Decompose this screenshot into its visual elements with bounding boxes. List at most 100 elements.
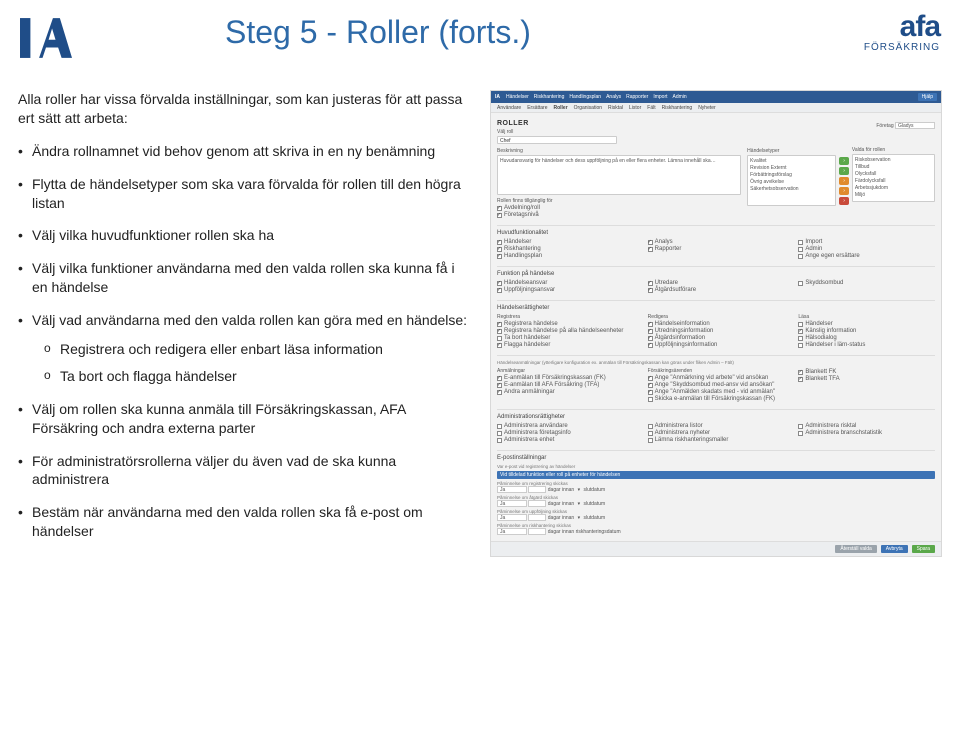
select[interactable]: Ja [497,514,527,521]
num-input[interactable] [528,500,546,507]
checkbox-row[interactable]: Administrera risktal [798,423,935,429]
num-input[interactable] [528,514,546,521]
checkbox-row[interactable]: Riskhantering [497,246,634,252]
ia-logo [20,18,72,63]
sub-bullet-item: Registrera och redigera eller enbart läs… [32,340,472,359]
nav-item[interactable]: Händelser [506,94,529,100]
checkbox-row[interactable]: Handlingsplan [497,253,634,259]
checkbox-row[interactable]: Administrera användare [497,423,634,429]
checkbox-row[interactable]: Skicka e-anmälan till Försäkringskassan … [648,396,785,402]
checkbox-row[interactable]: Åtgärdsinformation [648,335,785,341]
checkbox-row[interactable]: Rapporter [648,246,785,252]
sub-bullet-list: Registrera och redigera eller enbart läs… [32,340,472,386]
checkbox-row[interactable]: E-anmälan till Försäkringskassan (FK) [497,375,634,381]
checkbox-row[interactable]: Administrera enhet [497,437,634,443]
checkbox-row[interactable]: Åtgärdsutförare [648,287,785,293]
nav-item[interactable]: Riskhantering [534,94,565,100]
bullet-item: Ändra rollnamnet vid behov genom att skr… [18,142,472,161]
checkbox-row[interactable]: Händelseansvar [497,280,634,286]
checkbox-row[interactable]: Registrera händelse på alla händelseenhe… [497,328,634,334]
checkbox-row[interactable]: Företagsnivå [497,212,741,218]
bullet-item: För administratörsrollerna väljer du äve… [18,452,472,490]
bullet-item: Välj vad användarna med den valda rollen… [18,311,472,386]
checkbox-row[interactable]: Ange "Skyddsombud med-ansv vid ansökan" [648,382,785,388]
description-field[interactable]: Huvudansvarig för händelser och dess upp… [497,155,741,195]
subnav-item[interactable]: Användare [497,105,521,111]
checkbox-row[interactable]: Flagga händelser [497,342,634,348]
checkbox-row[interactable]: Administrera listor [648,423,785,429]
afa-logo: afa FÖRSÄKRING [864,10,940,53]
checkbox-row[interactable]: Ange "Anmälden skadats med - vid anmälan… [648,389,785,395]
num-input[interactable] [528,486,546,493]
reset-button[interactable]: Återställ valda [835,545,876,553]
cancel-button[interactable]: Avbryta [881,545,908,553]
checkbox-row[interactable]: Lämna riskhanteringsmaller [648,437,785,443]
section-title: Händelseanmälningar (ytterligare konfigu… [497,360,935,365]
checkbox-row[interactable]: Administrera företagsinfo [497,430,634,436]
section-title: Händelserättigheter [497,305,935,311]
checkbox-row[interactable]: E-anmälan till AFA Försäkring (TFA) [497,382,634,388]
section-title: Administrationsrättigheter [497,414,935,420]
subnav-item[interactable]: Listor [629,105,641,111]
checkbox-row[interactable]: Känslig information [798,328,935,334]
checkbox-row[interactable]: Hälsodialog [798,335,935,341]
checkbox-row[interactable]: Avdelning/roll [497,205,741,211]
move-pill[interactable]: › [839,197,849,205]
role-select[interactable]: Chef [497,136,617,144]
nav-item[interactable]: Analys [606,94,621,100]
bullet-item: Flytta de händelsetyper som ska vara för… [18,175,472,213]
select[interactable]: Ja [497,528,527,535]
select[interactable]: Ja [497,486,527,493]
subnav-item[interactable]: Ersättare [527,105,547,111]
checkbox-row[interactable]: Utredningsinformation [648,328,785,334]
ss-topnav: IA HändelserRiskhanteringHandlingsplanAn… [491,91,941,103]
checkbox-row[interactable]: Andra anmälningar [497,389,634,395]
move-pill[interactable]: › [839,187,849,195]
select[interactable]: Ja [497,500,527,507]
checkbox-row[interactable]: Ange egen ersättare [798,253,935,259]
sub-bullet-item: Ta bort och flagga händelser [32,367,472,386]
bullet-item: Välj vilka funktioner användarna med den… [18,259,472,297]
nav-item[interactable]: Import [653,94,667,100]
checkbox-row[interactable]: Uppföljningsinformation [648,342,785,348]
move-pill[interactable]: › [839,177,849,185]
bullet-item: Välj om rollen ska kunna anmäla till För… [18,400,472,438]
checkbox-row[interactable]: Administrera nyheter [648,430,785,436]
move-pill[interactable]: › [839,167,849,175]
checkbox-row[interactable]: Ta bort händelser [497,335,634,341]
subnav-item[interactable]: Roller [553,105,567,111]
num-input[interactable] [528,528,546,535]
checkbox-row[interactable]: Admin [798,246,935,252]
checkbox-row[interactable]: Registrera händelse [497,321,634,327]
checkbox-row[interactable]: Uppföljningsansvar [497,287,634,293]
checkbox-row[interactable]: Händelser [798,321,935,327]
move-pill[interactable]: › [839,157,849,165]
checkbox-row[interactable]: Import [798,239,935,245]
save-button[interactable]: Spara [912,545,935,553]
checkbox-row[interactable]: Analys [648,239,785,245]
subnav-item[interactable]: Fält [647,105,655,111]
checkbox-row[interactable]: Utredare [648,280,785,286]
subnav-item[interactable]: Riskhantering [662,105,693,111]
nav-item[interactable]: Handlingsplan [569,94,601,100]
checkbox-row[interactable]: Blankett FK [798,369,935,375]
bullet-list: Ändra rollnamnet vid behov genom att skr… [18,142,472,541]
checkbox-row[interactable]: Händelseinformation [648,321,785,327]
checkbox-row[interactable]: Blankett TFA [798,376,935,382]
subnav-item[interactable]: Risktal [608,105,623,111]
checkbox-row[interactable]: Händelser i lärn-status [798,342,935,348]
help-button[interactable]: Hjälp [918,93,937,101]
page-title: Steg 5 - Roller (forts.) [225,14,531,51]
nav-item[interactable]: Rapporter [626,94,648,100]
checkbox-row[interactable]: Administrera branschstatistik [798,430,935,436]
subnav-item[interactable]: Organisation [574,105,602,111]
app-screenshot: IA HändelserRiskhanteringHandlingsplanAn… [490,90,942,557]
checkbox-row[interactable]: Skyddsombud [798,280,935,286]
checkbox-row[interactable]: Händelser [497,239,634,245]
subnav-item[interactable]: Nyheter [698,105,716,111]
company-select[interactable]: Gladys [895,122,935,129]
checkbox-row[interactable]: Ange "Anmärkning vid arbete" vid ansökan [648,375,785,381]
section-title: E-postinställningar [497,455,935,461]
ss-heading: ROLLER [497,120,529,127]
nav-item[interactable]: Admin [673,94,687,100]
